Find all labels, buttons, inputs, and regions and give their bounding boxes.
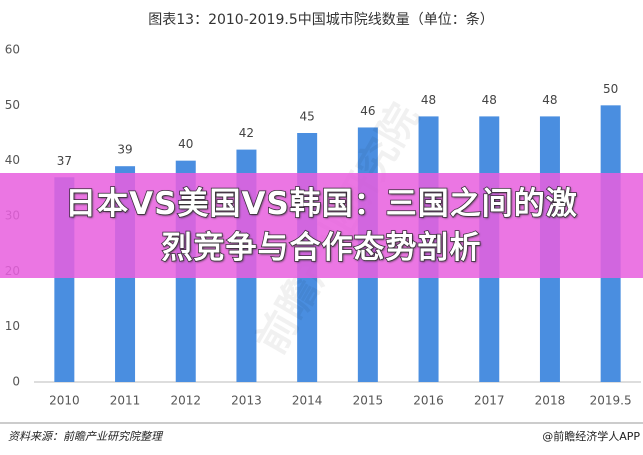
value-label: 40 xyxy=(178,137,193,151)
value-label: 46 xyxy=(360,104,375,118)
x-tick-label: 2018 xyxy=(535,394,566,408)
y-tick-label: 50 xyxy=(5,98,20,112)
value-label: 50 xyxy=(603,82,618,96)
x-tick-label: 2019.5 xyxy=(590,394,632,408)
x-tick-label: 2014 xyxy=(292,394,323,408)
y-tick-label: 60 xyxy=(5,43,20,57)
value-label: 37 xyxy=(57,154,72,168)
x-tick-label: 2016 xyxy=(413,394,444,408)
value-label: 48 xyxy=(542,93,557,107)
value-label: 48 xyxy=(482,93,497,107)
value-label: 45 xyxy=(300,110,315,124)
value-label: 39 xyxy=(117,143,132,157)
x-tick-label: 2012 xyxy=(170,394,201,408)
banner-line: 烈竞争与合作态势剖析 xyxy=(161,229,482,267)
x-tick-label: 2017 xyxy=(474,394,505,408)
x-tick-label: 2015 xyxy=(353,394,384,408)
x-tick-label: 2013 xyxy=(231,394,262,408)
banner-line: 日本VS美国VS韩国：三国之间的激 xyxy=(64,185,578,223)
chart-title: 图表13：2010-2019.5中国城市院线数量（单位：条） xyxy=(148,11,493,28)
y-tick-label: 40 xyxy=(5,153,20,167)
value-label: 42 xyxy=(239,126,254,140)
banner: 日本VS美国VS韩国：三国之间的激 烈竞争与合作态势剖析 xyxy=(0,173,643,278)
y-tick-label: 0 xyxy=(12,375,20,389)
source: 资料来源：前瞻产业研究院整理 xyxy=(8,430,164,443)
y-tick-label: 10 xyxy=(5,319,20,333)
x-tick-label: 2011 xyxy=(110,394,141,408)
credit: @前瞻经济学人APP xyxy=(542,429,640,443)
x-tick-label: 2010 xyxy=(49,394,80,408)
value-label: 48 xyxy=(421,93,436,107)
